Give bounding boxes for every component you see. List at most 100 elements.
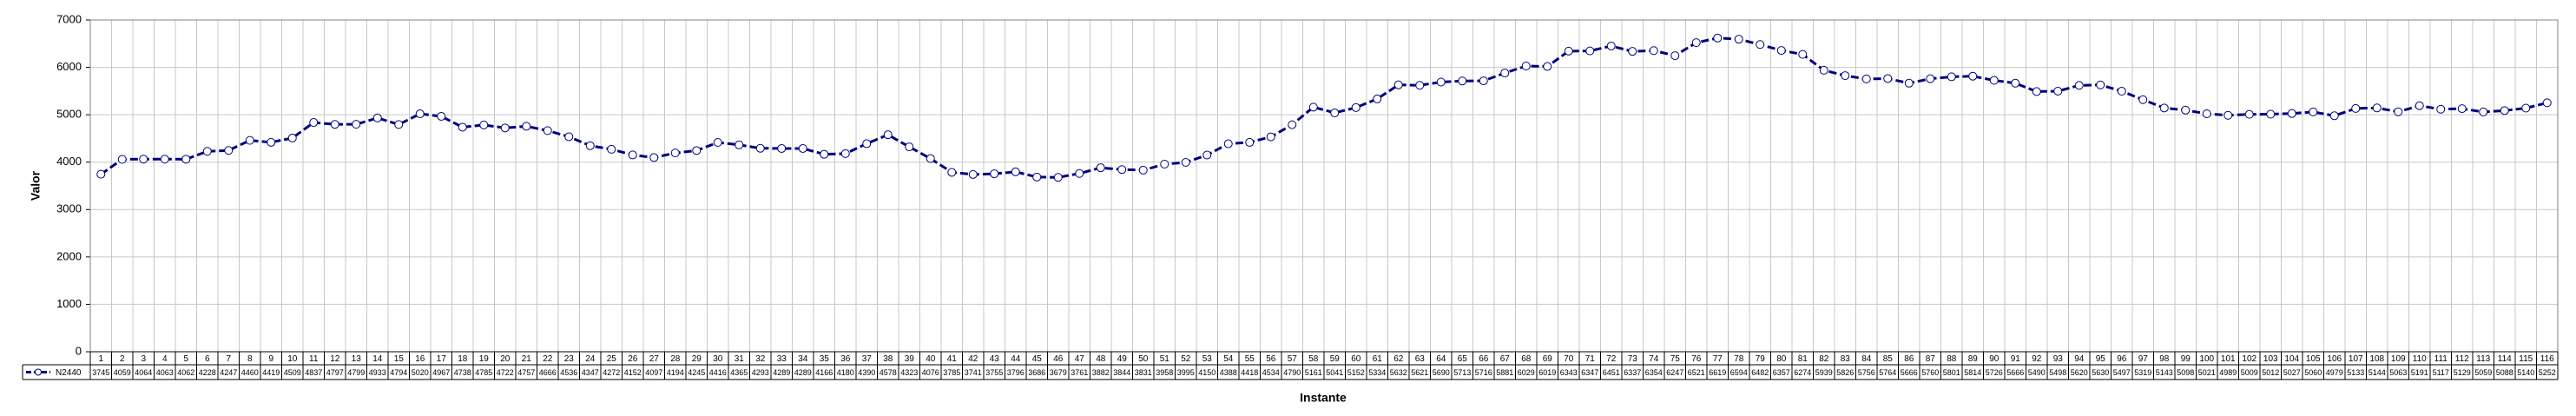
table-value: 5764 — [1879, 368, 1896, 377]
x-tick-label: 70 — [1564, 354, 1574, 364]
x-tick-label: 54 — [1223, 354, 1234, 364]
y-tick-label: 2000 — [56, 249, 82, 262]
table-value: 6029 — [1518, 368, 1535, 377]
x-tick-label: 42 — [968, 354, 978, 364]
point — [1543, 62, 1552, 71]
point — [2329, 111, 2339, 121]
x-tick-label: 98 — [2159, 354, 2170, 364]
x-tick-label: 100 — [2199, 354, 2214, 364]
point — [2415, 101, 2424, 110]
table-value: 5191 — [2411, 368, 2428, 377]
point — [1606, 41, 1616, 50]
x-tick-label: 23 — [564, 354, 575, 364]
point — [840, 149, 850, 158]
table-value: 4534 — [1262, 368, 1280, 377]
x-tick-label: 66 — [1479, 354, 1489, 364]
point — [670, 149, 680, 158]
table-value: 3796 — [1007, 368, 1024, 377]
table-value: 5881 — [1496, 368, 1513, 377]
x-tick-label: 91 — [2011, 354, 2021, 364]
table-value: 4799 — [347, 368, 365, 377]
table-value: 4460 — [241, 368, 259, 377]
table-value: 5760 — [1921, 368, 1939, 377]
x-tick-label: 81 — [1798, 354, 1808, 364]
point — [543, 126, 552, 135]
x-tick-label: 26 — [628, 354, 638, 364]
point — [755, 143, 765, 153]
point — [777, 143, 787, 153]
table-value: 5041 — [1326, 368, 1343, 377]
table-value: 5098 — [2177, 368, 2194, 377]
table-value: 6594 — [1730, 368, 1748, 377]
table-value: 6019 — [1538, 368, 1556, 377]
table-value: 5498 — [2049, 368, 2066, 377]
point — [1288, 120, 1297, 129]
point — [1373, 94, 1382, 103]
x-tick-label: 27 — [649, 354, 660, 364]
table-value: 4837 — [305, 368, 322, 377]
point — [1032, 172, 1042, 182]
x-tick-label: 16 — [415, 354, 425, 364]
legend-marker — [35, 368, 42, 376]
point — [1756, 40, 1765, 50]
x-tick-label: 13 — [352, 354, 362, 364]
point — [2096, 80, 2105, 89]
point — [905, 142, 914, 152]
point — [1138, 165, 1148, 175]
table-value: 6619 — [1709, 368, 1726, 377]
point — [713, 138, 722, 148]
x-tick-label: 6 — [205, 354, 210, 364]
x-tick-label: 114 — [2498, 354, 2512, 364]
table-value: 4293 — [752, 368, 769, 377]
point — [1415, 81, 1425, 90]
x-tick-label: 97 — [2138, 354, 2149, 364]
point — [1798, 50, 1808, 59]
x-tick-label: 85 — [1883, 354, 1894, 364]
table-value: 3995 — [1177, 368, 1195, 377]
table-value: 5334 — [1368, 368, 1386, 377]
point — [2436, 104, 2446, 114]
point — [2117, 87, 2126, 96]
x-tick-label: 17 — [437, 354, 447, 364]
x-tick-label: 52 — [1181, 354, 1191, 364]
table-value: 4418 — [1241, 368, 1258, 377]
table-value: 4388 — [1220, 368, 1237, 377]
table-value: 4757 — [517, 368, 535, 377]
table-value: 4245 — [688, 368, 705, 377]
point — [372, 113, 382, 122]
table-value: 5020 — [412, 368, 429, 377]
table-value: 5666 — [2006, 368, 2024, 377]
y-axis-label: Valor — [29, 170, 43, 201]
point — [1096, 163, 1105, 173]
x-tick-label: 36 — [840, 354, 851, 364]
table-value: 3958 — [1156, 368, 1173, 377]
table-value: 6247 — [1666, 368, 1683, 377]
point — [1351, 102, 1360, 112]
point — [309, 118, 319, 128]
table-value: 4194 — [667, 368, 684, 377]
x-tick-label: 84 — [1861, 354, 1872, 364]
table-value: 4150 — [1198, 368, 1216, 377]
point — [1564, 46, 1573, 56]
x-tick-label: 53 — [1202, 354, 1213, 364]
x-tick-label: 32 — [755, 354, 766, 364]
x-tick-label: 96 — [2117, 354, 2127, 364]
table-value: 5063 — [2389, 368, 2407, 377]
table-value: 3831 — [1135, 368, 1152, 377]
x-tick-label: 101 — [2221, 354, 2236, 364]
point — [1117, 165, 1127, 175]
y-tick-label: 1000 — [56, 297, 82, 310]
table-value: 5690 — [1433, 368, 1450, 377]
table-value: 4416 — [709, 368, 727, 377]
x-tick-label: 19 — [479, 354, 490, 364]
table-value: 4166 — [815, 368, 833, 377]
point — [820, 149, 829, 159]
table-value: 4794 — [390, 368, 407, 377]
table-value: 4419 — [262, 368, 280, 377]
point — [117, 155, 127, 164]
point — [415, 109, 425, 119]
table-value: 5621 — [1411, 368, 1428, 377]
x-tick-label: 9 — [268, 354, 273, 364]
point — [2202, 109, 2211, 118]
y-tick-label: 5000 — [56, 108, 82, 121]
